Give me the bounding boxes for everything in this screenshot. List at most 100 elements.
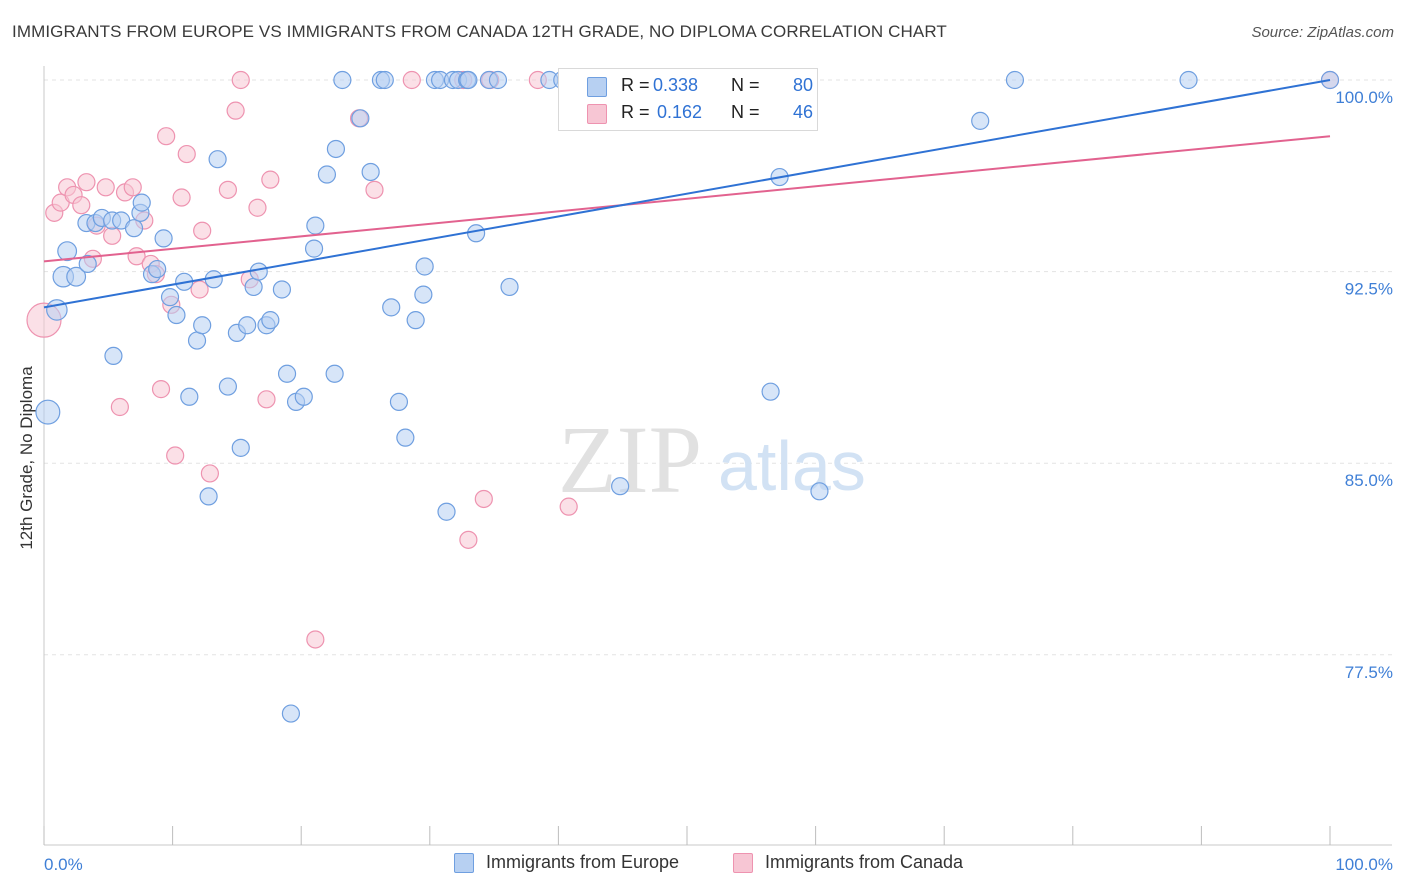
europe-point	[154, 229, 173, 248]
europe-point	[78, 254, 97, 274]
europe-point	[459, 70, 478, 90]
europe-point	[326, 139, 346, 159]
europe-point	[35, 399, 61, 425]
europe-point	[208, 150, 227, 169]
canada-swatch	[733, 853, 753, 873]
watermark-atlas: atlas	[718, 427, 866, 505]
y-tick-label: 77.5%	[1345, 663, 1393, 682]
canada-swatch	[587, 104, 607, 124]
canada-point	[72, 196, 91, 215]
europe-point	[180, 387, 199, 406]
europe-point	[231, 438, 250, 457]
europe-point	[382, 298, 401, 317]
y-axis-label: 12th Grade, No Diploma	[17, 366, 36, 550]
legend-n-value-europe: 80	[793, 75, 814, 95]
canada-point	[151, 380, 171, 399]
tick-labels: 77.5% 85.0% 92.5% 100.0% 0.0% 100.0%	[44, 88, 1393, 874]
europe-swatch	[587, 77, 607, 97]
europe-point	[306, 216, 325, 235]
legend-n-value-canada: 46	[793, 102, 814, 122]
europe-point	[249, 262, 268, 281]
canada-point	[103, 226, 122, 245]
europe-trendline	[43, 79, 1331, 309]
europe-point	[46, 299, 68, 321]
chart-title: IMMIGRANTS FROM EUROPE VS IMMIGRANTS FRO…	[12, 22, 947, 41]
europe-point	[406, 311, 425, 330]
x-tick-label: 100.0%	[1335, 855, 1393, 874]
europe-point	[389, 392, 409, 411]
europe-point	[396, 428, 415, 447]
chart-source: Source: ZipAtlas.com	[1251, 24, 1394, 41]
europe-point	[351, 109, 370, 128]
europe-point	[218, 377, 237, 396]
europe-point	[272, 280, 292, 299]
canada-point	[226, 101, 245, 120]
europe-point	[104, 346, 123, 366]
canada-trendline	[43, 135, 1331, 263]
x-tick-label: 0.0%	[44, 855, 83, 874]
europe-point	[437, 502, 456, 521]
watermark-zip: ZIP	[558, 406, 702, 513]
europe-point	[57, 241, 78, 262]
legend-n-label: N =	[731, 102, 760, 122]
europe-point	[761, 382, 780, 401]
europe-point	[304, 239, 324, 258]
canada-point	[306, 630, 325, 649]
canada-point	[474, 489, 493, 509]
europe-point	[488, 70, 508, 90]
legend-n-label: N =	[731, 75, 760, 95]
europe-point	[500, 277, 519, 297]
europe-point	[261, 311, 280, 330]
canada-point	[172, 188, 191, 207]
canada-point	[77, 173, 96, 192]
europe-point	[244, 277, 263, 297]
europe-point	[193, 316, 212, 335]
europe-point	[66, 266, 87, 287]
europe-point	[132, 193, 151, 212]
europe-point	[317, 165, 337, 184]
axis-layer	[43, 66, 1392, 846]
europe-point	[124, 219, 144, 238]
legend-r-value-europe: 0.338	[653, 75, 699, 95]
canada-point	[200, 464, 219, 483]
canada-point	[110, 397, 129, 417]
y-tick-label: 85.0%	[1345, 471, 1393, 490]
canada-point	[365, 180, 384, 199]
correlation-legend: R = 0.338 N = 80 R = 0.162 N = 46	[558, 68, 818, 131]
y-tick-label: 100.0%	[1335, 88, 1393, 107]
europe-point	[325, 364, 344, 383]
canada-point	[261, 170, 280, 189]
series-name-europe: Immigrants from Europe	[486, 852, 680, 872]
canada-point	[123, 178, 142, 197]
europe-point	[167, 305, 186, 325]
canada-point	[248, 198, 267, 217]
europe-point	[277, 364, 297, 383]
canada-point	[96, 178, 115, 197]
canada-point	[166, 446, 185, 465]
europe-point	[199, 487, 218, 506]
series-name-canada: Immigrants from Canada	[765, 852, 964, 872]
europe-point	[414, 285, 433, 304]
legend-r-label: R =	[621, 102, 650, 122]
europe-point	[294, 387, 313, 406]
trend-layer	[43, 79, 1331, 309]
canada-point	[190, 280, 209, 299]
canada-point	[231, 70, 250, 90]
europe-point	[148, 259, 167, 279]
y-tick-label: 92.5%	[1345, 280, 1393, 299]
canada-point	[177, 144, 196, 164]
europe-point	[187, 331, 207, 350]
legend-r-label: R =	[621, 75, 650, 95]
europe-point	[1179, 70, 1198, 90]
europe-point	[281, 704, 301, 723]
europe-point	[1005, 70, 1025, 90]
canada-point	[257, 390, 276, 409]
europe-point	[810, 482, 829, 501]
europe-point	[238, 316, 257, 335]
europe-swatch	[454, 853, 474, 873]
europe-point	[375, 70, 394, 90]
europe-point	[415, 257, 434, 276]
canada-point	[459, 530, 478, 549]
canada-point	[559, 497, 578, 516]
